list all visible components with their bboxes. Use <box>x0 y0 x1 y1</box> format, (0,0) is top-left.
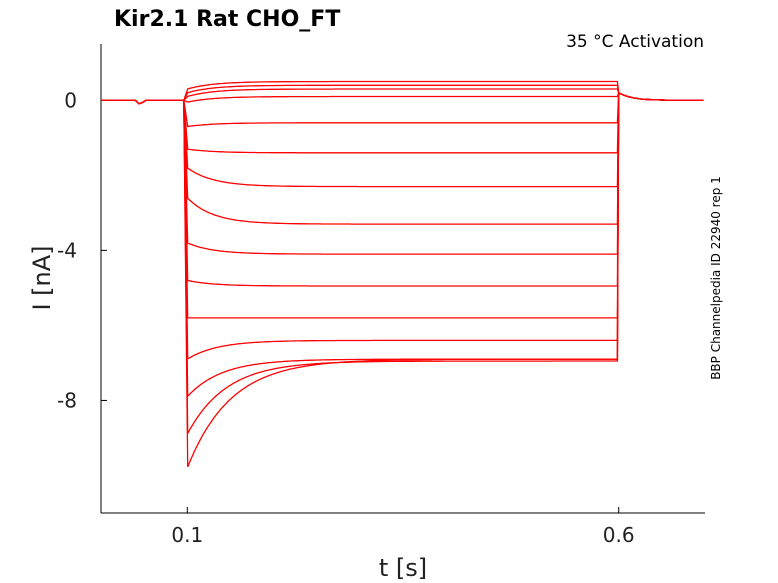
trace-line <box>101 91 704 225</box>
trace-line <box>101 88 704 105</box>
y-axis-label: I [nA] <box>28 245 56 310</box>
x-axis-label: t [s] <box>379 554 427 582</box>
x-tick-label: 0.6 <box>603 523 635 547</box>
y-tick-label: 0 <box>64 88 77 112</box>
trace-line <box>101 91 704 319</box>
trace-line <box>101 91 704 468</box>
chart-annotation: 35 °C Activation <box>566 32 704 52</box>
trace-line <box>101 91 704 287</box>
side-label: BBP Channelpedia ID 22940 rep 1 <box>709 176 723 380</box>
traces <box>101 80 704 468</box>
chart-title: Kir2.1 Rat CHO_FT <box>114 7 340 32</box>
trace-line <box>101 91 704 255</box>
trace-line <box>101 91 704 436</box>
trace-line <box>101 80 704 105</box>
trace-line <box>101 84 704 105</box>
trace-line <box>101 91 704 188</box>
y-ticks: 0 -4 -8 <box>57 88 107 412</box>
trace-line <box>101 91 704 361</box>
y-tick-label: -4 <box>57 238 77 262</box>
x-ticks: 0.1 0.6 <box>171 507 635 547</box>
trace-line <box>101 91 704 154</box>
trace-line <box>101 91 704 105</box>
trace-line <box>101 91 704 398</box>
x-tick-label: 0.1 <box>171 523 203 547</box>
trace-line <box>101 91 704 128</box>
y-tick-label: -8 <box>57 388 77 412</box>
